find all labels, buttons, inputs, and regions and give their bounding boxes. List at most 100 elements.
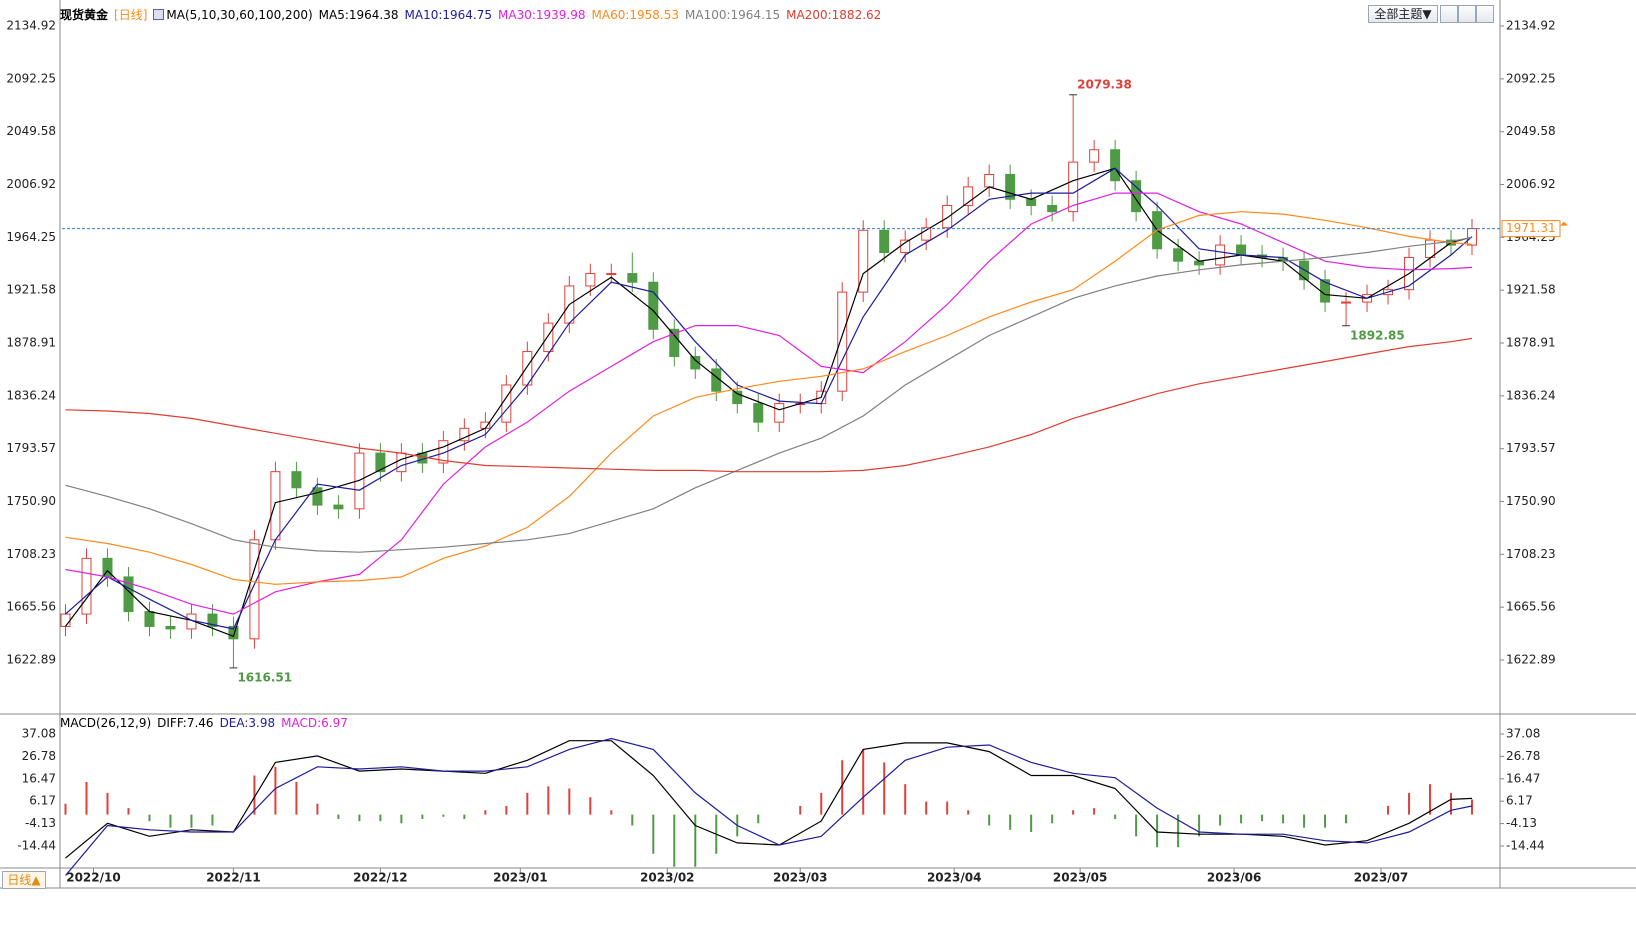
x-tick-label: 2022/12 xyxy=(353,871,407,885)
legend-entry: MACD:6.97 xyxy=(281,716,348,730)
candle-body xyxy=(774,403,785,423)
candle-body xyxy=(270,471,281,541)
candle-body xyxy=(1131,180,1142,213)
candle-body xyxy=(459,427,470,442)
x-tick-label: 2022/11 xyxy=(206,871,260,885)
y-tick-label: 1708.23 xyxy=(6,547,56,561)
candle-body xyxy=(144,611,155,627)
candle-body xyxy=(984,174,995,188)
y-tick-label: 2134.92 xyxy=(1506,19,1556,33)
x-tick-label: 2023/05 xyxy=(1053,871,1107,885)
toolbar-icon[interactable] xyxy=(1440,5,1458,23)
y-tick-label: 1836.24 xyxy=(6,388,56,402)
series-line xyxy=(65,192,1473,615)
y-tick-label: 2006.92 xyxy=(1506,177,1556,191)
annotation: 1892.85 xyxy=(1350,328,1405,342)
y-tick-label: 37.08 xyxy=(22,727,56,741)
x-tick-label: 2023/01 xyxy=(493,871,547,885)
candle-body xyxy=(123,576,134,613)
chart-title: 现货黄金 xyxy=(60,8,109,22)
y-tick-label: 1665.56 xyxy=(6,600,56,614)
indicator: MA(5,10,30,60,100,200) xyxy=(153,7,313,22)
macd-legend: MACD(26,12,9) DIFF:7.46 DEA:3.98 MACD:6.97 xyxy=(60,716,348,730)
series-line xyxy=(65,167,1473,630)
candle-body xyxy=(375,452,386,473)
price-legend: 现货黄金 [日线] MA(5,10,30,60,100,200) MA5:196… xyxy=(60,6,881,23)
candle-body xyxy=(1005,174,1016,200)
chart-subtitle: MA(5,10,30,60,100,200) xyxy=(166,7,313,22)
series-line xyxy=(65,236,1473,553)
legend-entry: MA10:1964.75 xyxy=(404,7,493,22)
candle-body xyxy=(627,273,638,283)
candle-body xyxy=(1425,239,1436,258)
legend-entry: DIFF:7.46 xyxy=(157,716,214,730)
candle-body xyxy=(1215,244,1226,266)
last-price-label: 1971.31 xyxy=(1506,221,1556,235)
toolbar-icon[interactable] xyxy=(1458,5,1476,23)
y-tick-label: -14.44 xyxy=(17,839,56,853)
y-tick-label: 2049.58 xyxy=(1506,124,1556,138)
toolbar-icon[interactable] xyxy=(1476,5,1494,23)
series-line xyxy=(65,211,1473,585)
period-button[interactable]: 日线▲ xyxy=(2,871,46,889)
candle-body xyxy=(1068,161,1079,213)
y-tick-label: 6.17 xyxy=(1506,794,1533,808)
macd-title: MACD(26,12,9) xyxy=(60,716,152,730)
candle-body xyxy=(228,625,239,640)
candle-body xyxy=(81,557,92,615)
candle-body xyxy=(249,539,260,640)
y-tick-label: -4.13 xyxy=(1506,816,1537,830)
y-tick-label: 2092.25 xyxy=(6,71,56,85)
y-tick-label: 1622.89 xyxy=(6,653,56,667)
y-tick-label: 1964.25 xyxy=(6,230,56,244)
y-tick-label: 1878.91 xyxy=(1506,336,1556,350)
annotation: 2079.38 xyxy=(1077,77,1132,91)
y-tick-label: 1750.90 xyxy=(6,494,56,508)
candle-body xyxy=(690,356,701,370)
candle-body xyxy=(1236,244,1247,256)
period-label: [日线] xyxy=(114,8,148,22)
y-tick-label: 6.17 xyxy=(29,794,56,808)
candle-body xyxy=(942,204,953,229)
candle-body xyxy=(1047,204,1058,213)
y-tick-label: 2134.92 xyxy=(6,19,56,33)
candle-body xyxy=(585,273,596,287)
candle-body xyxy=(291,471,302,489)
candle-body xyxy=(501,384,512,423)
x-tick-label: 2023/04 xyxy=(927,871,981,885)
x-tick-label: 2023/02 xyxy=(640,871,694,885)
y-tick-label: 1878.91 xyxy=(6,336,56,350)
x-tick-label: 2023/07 xyxy=(1354,871,1408,885)
candle-body xyxy=(438,440,449,464)
candle-body xyxy=(1089,149,1100,163)
x-tick-label: 2023/03 xyxy=(773,871,827,885)
indicator-icon xyxy=(153,9,165,20)
y-tick-label: 37.08 xyxy=(1506,727,1540,741)
theme-button[interactable]: 全部主题▼ xyxy=(1368,5,1438,23)
y-tick-label: 26.78 xyxy=(22,749,56,763)
candle-body xyxy=(354,452,365,510)
legend-entry: MA30:1939.98 xyxy=(498,7,586,22)
y-tick-label: 1622.89 xyxy=(1506,653,1556,667)
candle-body xyxy=(858,229,869,293)
y-tick-label: 16.47 xyxy=(1506,771,1540,785)
y-tick-label: -14.44 xyxy=(1506,839,1545,853)
y-tick-label: 1921.58 xyxy=(6,283,56,297)
legend-entry: MA100:1964.15 xyxy=(685,7,781,22)
y-tick-label: 1921.58 xyxy=(1506,283,1556,297)
x-tick-label: 2023/06 xyxy=(1207,871,1261,885)
candle-body xyxy=(543,322,554,353)
candle-body xyxy=(837,291,848,392)
candle-body xyxy=(753,403,764,423)
candle-body xyxy=(396,452,407,473)
y-tick-label: 2092.25 xyxy=(1506,71,1556,85)
y-tick-label: 2006.92 xyxy=(6,177,56,191)
y-tick-label: 1708.23 xyxy=(1506,547,1556,561)
legend-entry: DEA:3.98 xyxy=(219,716,276,730)
last-price-box xyxy=(1501,220,1561,238)
y-tick-label: 1750.90 xyxy=(1506,494,1556,508)
series-line xyxy=(65,167,1473,638)
y-tick-label: 1793.57 xyxy=(1506,441,1556,455)
